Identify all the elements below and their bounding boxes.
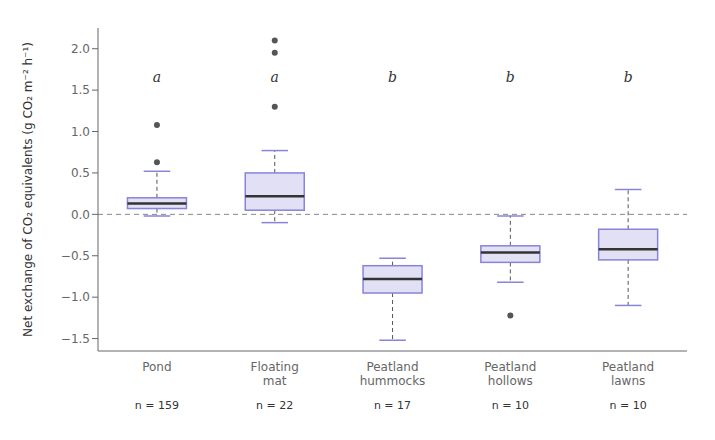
svg-text:0.5: 0.5 bbox=[71, 166, 90, 180]
svg-text:0.0: 0.0 bbox=[71, 208, 90, 222]
svg-text:Floatingmat: Floatingmat bbox=[251, 360, 299, 388]
svg-text:a: a bbox=[153, 69, 161, 85]
svg-text:b: b bbox=[624, 69, 633, 85]
svg-text:b: b bbox=[506, 69, 515, 85]
svg-text:−1.0: −1.0 bbox=[61, 290, 90, 304]
svg-text:n = 10: n = 10 bbox=[492, 399, 529, 412]
svg-text:2.0: 2.0 bbox=[71, 42, 90, 56]
svg-text:Net exchange of CO₂ equivalent: Net exchange of CO₂ equivalents (g CO₂ m… bbox=[21, 42, 35, 337]
svg-text:b: b bbox=[388, 69, 397, 85]
svg-text:n = 10: n = 10 bbox=[610, 399, 647, 412]
svg-text:Peatlandlawns: Peatlandlawns bbox=[602, 360, 654, 388]
svg-text:Pond: Pond bbox=[142, 360, 171, 374]
svg-text:Peatlandhummocks: Peatlandhummocks bbox=[360, 360, 426, 388]
svg-text:−1.5: −1.5 bbox=[61, 332, 90, 346]
svg-text:−0.5: −0.5 bbox=[61, 249, 90, 263]
svg-text:n = 159: n = 159 bbox=[135, 399, 179, 412]
svg-text:1.5: 1.5 bbox=[71, 83, 90, 97]
svg-text:1.0: 1.0 bbox=[71, 125, 90, 139]
svg-text:Peatlandhollows: Peatlandhollows bbox=[484, 360, 536, 388]
svg-text:n = 17: n = 17 bbox=[374, 399, 411, 412]
svg-text:n = 22: n = 22 bbox=[256, 399, 293, 412]
svg-text:a: a bbox=[271, 69, 279, 85]
